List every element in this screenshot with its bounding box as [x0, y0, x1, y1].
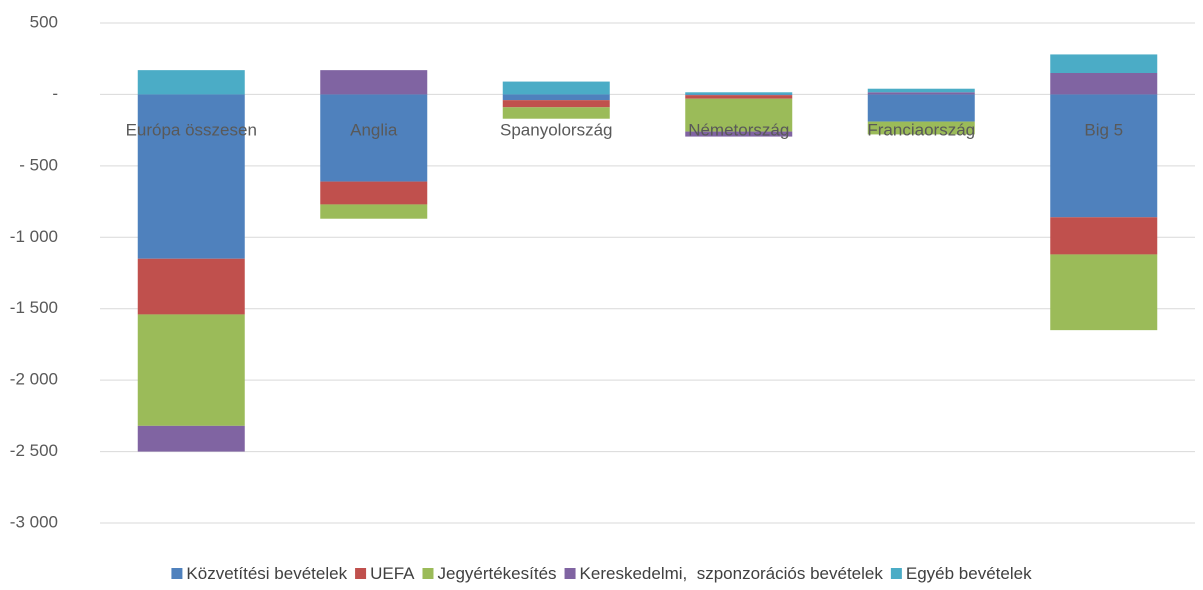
y-tick-label: -1 000	[10, 227, 58, 246]
y-tick-label: -3 000	[10, 512, 58, 531]
bar-segment	[137, 314, 245, 426]
legend-swatch	[890, 568, 902, 579]
x-tick-label: Franciaország	[867, 120, 975, 139]
bar-segment	[685, 92, 793, 95]
bar-segment	[502, 81, 610, 95]
bar-segment	[1050, 254, 1158, 331]
bar-segment	[137, 425, 245, 452]
bar-segment	[685, 94, 793, 96]
bar-segment	[867, 94, 975, 122]
bar-segment	[502, 94, 610, 101]
bar-segment	[137, 70, 245, 95]
bar-segment	[320, 181, 428, 205]
x-tick-label: Anglia	[350, 120, 398, 139]
bar-segment	[685, 95, 793, 99]
bar-segment	[867, 92, 975, 95]
bar-segment	[685, 131, 793, 137]
bar-segment	[137, 258, 245, 315]
x-tick-label: Németország	[688, 120, 789, 139]
bar-segment	[867, 121, 975, 135]
bar-segment	[1050, 217, 1158, 255]
bar-segment	[320, 94, 428, 182]
legend-label: Jegyértékesítés	[437, 564, 556, 583]
legend-swatch	[422, 568, 434, 579]
x-tick-label: Spanyolország	[500, 120, 612, 139]
bar-segment	[320, 204, 428, 219]
bar-segment	[867, 88, 975, 93]
legend-swatch	[171, 568, 183, 579]
y-tick-label: - 500	[19, 155, 58, 174]
legend-label: UEFA	[370, 564, 415, 583]
y-tick-label: -1 500	[10, 298, 58, 317]
bar-segment	[685, 98, 793, 132]
legend-swatch	[355, 568, 367, 579]
bar-segment	[1050, 94, 1158, 218]
bar-segment	[320, 70, 428, 95]
legend-swatch	[564, 568, 576, 579]
bar-segment	[1050, 73, 1158, 95]
bar-segment	[502, 100, 610, 108]
x-tick-label: Big 5	[1084, 120, 1123, 139]
y-tick-label: -	[52, 84, 58, 103]
y-tick-label: 500	[30, 12, 58, 31]
legend-label: Egyéb bevételek	[906, 564, 1032, 583]
y-tick-label: -2 000	[10, 370, 58, 389]
bar-segment	[502, 107, 610, 119]
bar-segment	[137, 94, 245, 259]
legend-label: Közvetítési bevételek	[186, 564, 347, 583]
bar-segment	[1050, 54, 1158, 73]
legend-label: Kereskedelmi, szponzorációs bevételek	[580, 564, 884, 583]
x-tick-label: Európa összesen	[126, 120, 257, 139]
y-tick-label: -2 500	[10, 441, 58, 460]
